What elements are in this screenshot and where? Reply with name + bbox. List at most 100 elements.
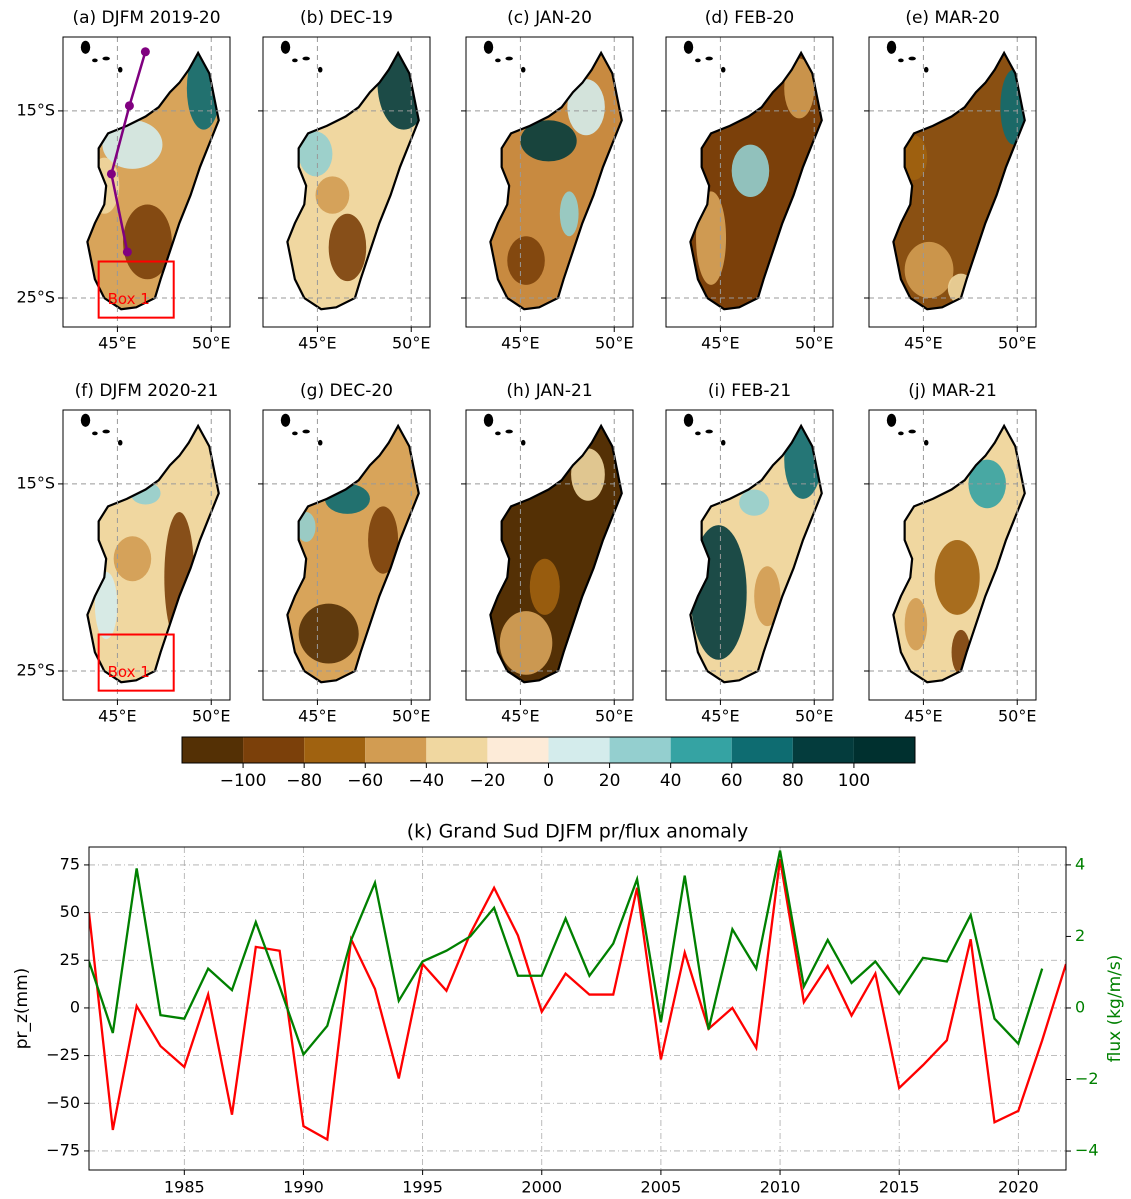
anomaly-patch bbox=[507, 236, 545, 285]
island bbox=[923, 66, 929, 73]
map-panel: (h) JAN-21 45°E 50°E bbox=[461, 381, 634, 726]
y2-tick-label: −2 bbox=[1075, 1069, 1099, 1088]
map-panel: (b) DEC-19 45°E 50°E bbox=[258, 8, 431, 353]
colorbar-tick-label: −20 bbox=[469, 771, 505, 791]
x-tick-label: 50°E bbox=[392, 707, 430, 726]
anomaly-patch bbox=[328, 213, 367, 282]
anomaly-field bbox=[499, 448, 605, 675]
anomaly-patch bbox=[520, 120, 577, 162]
island bbox=[705, 429, 713, 434]
panel-title: (b) DEC-19 bbox=[300, 8, 393, 28]
coastline bbox=[892, 423, 1026, 684]
map-area bbox=[466, 37, 633, 327]
x-tick-label: 45°E bbox=[501, 707, 539, 726]
data-line bbox=[89, 850, 1044, 1057]
island bbox=[495, 58, 501, 63]
anomaly-patch bbox=[186, 52, 219, 130]
x-tick-label: 45°E bbox=[501, 334, 539, 353]
panel-title: (a) DJFM 2019-20 bbox=[72, 8, 220, 28]
y-tick-label: −50 bbox=[46, 1093, 80, 1112]
x-tick-label: 50°E bbox=[192, 334, 230, 353]
coastline bbox=[489, 423, 623, 684]
coastline bbox=[286, 423, 420, 684]
island bbox=[117, 66, 123, 73]
panel-frame bbox=[665, 409, 834, 701]
panel-title: (i) FEB-21 bbox=[708, 381, 791, 401]
anomaly-field bbox=[696, 58, 815, 285]
map-area bbox=[63, 37, 230, 327]
colorbar-bin bbox=[609, 737, 671, 763]
x-tick-label: 50°E bbox=[595, 707, 633, 726]
map-area bbox=[869, 410, 1036, 700]
coastline bbox=[489, 50, 623, 311]
region-box bbox=[97, 633, 175, 692]
panel-frame bbox=[262, 36, 431, 328]
anomaly-field bbox=[507, 79, 605, 285]
colorbar-bin bbox=[426, 737, 488, 763]
panel-title: (c) JAN-20 bbox=[507, 8, 592, 28]
map-area bbox=[63, 410, 230, 700]
panel-frame bbox=[665, 36, 834, 328]
x-tick-label: 1990 bbox=[283, 1178, 324, 1197]
track-point bbox=[140, 47, 150, 57]
island bbox=[80, 413, 91, 427]
anomaly-patch bbox=[559, 191, 579, 237]
colorbar-bin bbox=[304, 737, 366, 763]
coastline bbox=[86, 423, 220, 684]
island bbox=[695, 58, 701, 63]
island bbox=[505, 429, 513, 434]
colorbar-tick-label: −60 bbox=[347, 771, 383, 791]
anomaly-patch bbox=[754, 566, 781, 627]
x-tick-label: 50°E bbox=[392, 334, 430, 353]
box-label: Box 1 bbox=[108, 663, 150, 681]
land-fill bbox=[87, 425, 219, 683]
y-tick-label: 25°S bbox=[16, 661, 55, 680]
panel-title: (j) MAR-21 bbox=[908, 381, 997, 401]
y2-tick-label: −4 bbox=[1075, 1141, 1099, 1160]
map-panel: (g) DEC-20 45°E 50°E bbox=[258, 381, 431, 726]
x-tick-label: 2015 bbox=[879, 1178, 920, 1197]
map-panel: (e) MAR-20 45°E 50°E bbox=[864, 8, 1037, 353]
island bbox=[92, 431, 98, 436]
map-area bbox=[666, 410, 833, 700]
coastline bbox=[689, 50, 823, 311]
x-tick-label: 45°E bbox=[98, 334, 136, 353]
anomaly-patch bbox=[499, 611, 553, 675]
colorbar-tick-label: 20 bbox=[599, 771, 621, 791]
island bbox=[705, 56, 713, 61]
y-tick-label: 15°S bbox=[16, 473, 55, 492]
data-line bbox=[89, 859, 1066, 1142]
map-panel: (c) JAN-20 45°E 50°E bbox=[461, 8, 634, 353]
anomaly-patch bbox=[298, 603, 359, 664]
map-area bbox=[869, 37, 1036, 327]
x-tick-label: 45°E bbox=[904, 707, 942, 726]
colorbar-tick-label: −100 bbox=[220, 771, 267, 791]
x-tick-label: 2020 bbox=[998, 1178, 1039, 1197]
x-tick-label: 2005 bbox=[641, 1178, 682, 1197]
colorbar-bin bbox=[243, 737, 305, 763]
track-point bbox=[106, 169, 116, 179]
island bbox=[292, 431, 298, 436]
anomaly-patch bbox=[315, 176, 350, 214]
y2-tick-label: 2 bbox=[1075, 926, 1085, 945]
colorbar-tick-label: 0 bbox=[543, 771, 554, 791]
island bbox=[886, 40, 897, 54]
plot-frame bbox=[88, 846, 1067, 1171]
island bbox=[720, 439, 726, 446]
map-panel: (a) DJFM 2019-20 45°E 50°E 15°S 25°S bbox=[16, 8, 231, 353]
island bbox=[520, 439, 526, 446]
colorbar-tick-label: 100 bbox=[838, 771, 870, 791]
colorbar-bin bbox=[792, 737, 854, 763]
island bbox=[908, 56, 916, 61]
anomaly-patch bbox=[368, 506, 399, 574]
x-tick-label: 50°E bbox=[795, 707, 833, 726]
x-tick-label: 45°E bbox=[298, 334, 336, 353]
anomaly-patch bbox=[113, 536, 152, 582]
anomaly-patch bbox=[567, 79, 605, 136]
map-area bbox=[466, 410, 633, 700]
colorbar-tick-label: −40 bbox=[408, 771, 444, 791]
anomaly-patch bbox=[739, 489, 770, 516]
y2-tick-label: 4 bbox=[1075, 854, 1085, 873]
x-tick-label: 1985 bbox=[164, 1178, 205, 1197]
x-tick-label: 50°E bbox=[998, 707, 1036, 726]
